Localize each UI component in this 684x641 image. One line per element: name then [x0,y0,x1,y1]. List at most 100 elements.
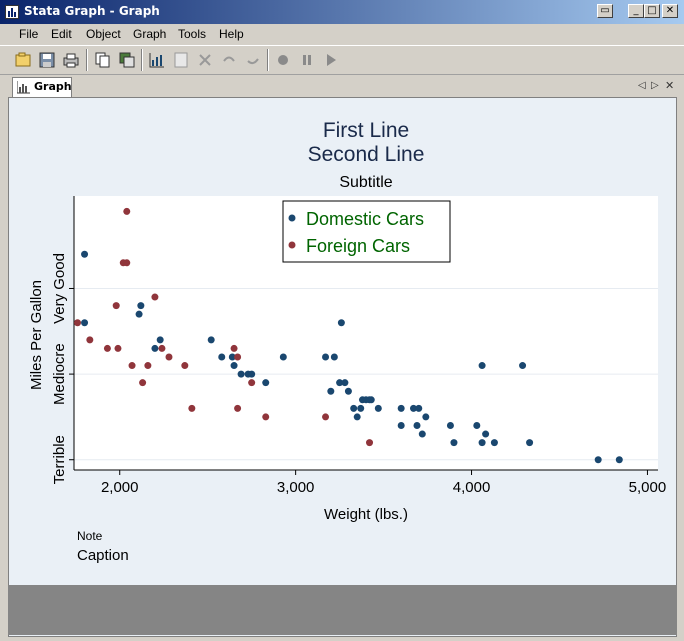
menu-file[interactable]: File [19,27,39,41]
open-graph-icon[interactable] [12,49,34,71]
x-axis-label: Weight (lbs.) [324,506,408,523]
data-point [81,319,89,327]
undo-icon[interactable] [218,49,240,71]
tab-close-icon[interactable]: ✕ [665,79,675,92]
redo-icon[interactable] [242,49,264,71]
data-editor-icon[interactable] [170,49,192,71]
data-point [367,396,375,404]
legend-label-foreign: Foreign Cars [306,236,410,256]
chart-note: Note [77,529,103,543]
record-icon[interactable] [272,49,294,71]
restore-down-icon[interactable]: ▭ [597,4,613,18]
data-point [341,379,349,387]
data-point [228,353,236,361]
ticks: Terrible Mediocre Very Good 2,000 3,000 4,000… [51,253,666,496]
data-point [86,336,94,344]
data-point [165,353,173,361]
axes [73,196,658,471]
save-icon[interactable] [36,49,58,71]
menu-edit[interactable]: Edit [51,27,72,41]
data-point [144,362,152,370]
data-point [473,421,481,429]
tab-strip [0,75,684,97]
x-tick-label: 2,000 [101,479,139,496]
data-point [128,362,136,370]
data-point [112,302,120,310]
data-point [234,404,242,412]
graph-editor-icon[interactable] [146,49,168,71]
pointer-icon[interactable] [194,49,216,71]
data-point [248,379,256,387]
data-point [482,430,490,438]
menu-help[interactable]: Help [219,27,244,41]
x-tick-label: 5,000 [629,479,667,496]
data-point [151,344,159,352]
data-point [336,379,344,387]
data-point [594,456,602,464]
data-point [234,353,242,361]
window-title-bar[interactable] [0,0,684,24]
legend-marker-foreign [288,241,296,249]
data-point [353,413,361,421]
close-button[interactable]: ✕ [662,4,678,18]
data-point [366,439,374,447]
legend-label-domestic: Domestic Cars [306,209,424,229]
data-point [230,344,238,352]
toolbar-separator [86,49,88,71]
tab-scroll-left-icon[interactable]: ◁ [638,80,646,91]
data-point [139,379,147,387]
legend-marker-domestic [288,214,296,222]
data-point [337,319,345,327]
data-point [450,439,458,447]
tab-scroll-right-icon[interactable]: ▷ [651,80,659,91]
data-point [490,439,498,447]
merge-icon[interactable] [116,49,138,71]
data-point [151,293,159,301]
data-point [519,362,527,370]
play-icon[interactable] [320,49,342,71]
toolbar [0,45,684,75]
data-point [446,421,454,429]
data-point [103,344,111,352]
y-axis-label: Miles Per Gallon [28,280,45,390]
data-point [135,310,143,318]
data-point [422,413,430,421]
maximize-button[interactable]: □ [644,4,660,18]
chart-title-line-1: First Line [323,119,409,142]
data-point [374,404,382,412]
data-point [218,353,226,361]
menu-tools[interactable]: Tools [178,27,207,41]
data-point [262,413,270,421]
data-point [615,456,623,464]
data-point [230,362,238,370]
data-point [478,439,486,447]
gridlines [74,287,658,461]
data-points [74,207,623,464]
legend-box [282,200,451,263]
data-point [156,336,164,344]
graph-window-bottom-area [8,585,677,635]
data-point [181,362,189,370]
data-point [158,344,166,352]
tab-graph[interactable]: Graph [12,77,72,97]
data-point [81,250,89,258]
menu-graph[interactable]: Graph [133,27,167,41]
copy-icon[interactable] [92,49,114,71]
print-icon[interactable] [60,49,82,71]
graph-tab-icon [16,81,31,97]
data-point [478,362,486,370]
legend: Domestic Cars Foreign Cars [282,200,451,263]
data-point [137,302,145,310]
pause-icon[interactable] [296,49,318,71]
data-point [207,336,215,344]
data-point [397,404,405,412]
chart-title-line-2: Second Line [308,143,425,166]
data-point [409,404,417,412]
y-tick-label: Very Good [51,253,68,324]
data-point [357,404,365,412]
minimize-button[interactable]: _ [628,4,644,18]
menu-object[interactable]: Object [86,27,121,41]
chart-subtitle: Subtitle [339,174,392,191]
data-point [248,370,256,378]
data-point [350,404,358,412]
